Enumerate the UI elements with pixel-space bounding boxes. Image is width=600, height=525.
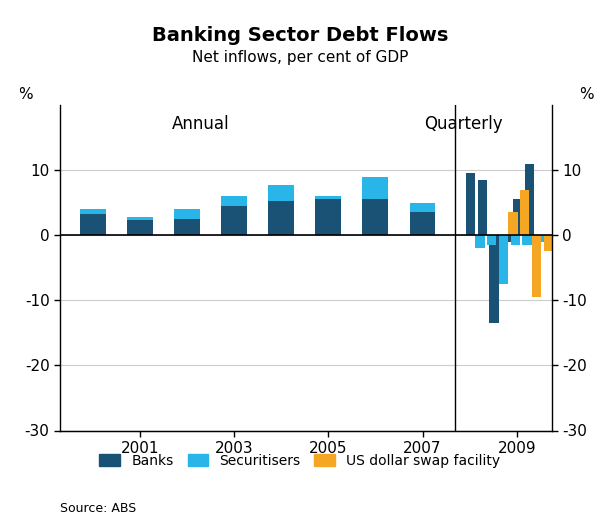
Bar [511,235,520,245]
Bar [221,206,247,235]
Bar [524,164,534,235]
Bar [475,235,485,248]
Text: Banking Sector Debt Flows: Banking Sector Debt Flows [152,26,448,45]
Bar [490,235,499,323]
Bar [127,217,153,220]
Bar [499,235,508,284]
Bar [513,200,523,235]
Bar [362,176,388,200]
Bar [221,196,247,206]
Bar [410,213,436,235]
Bar [478,180,487,235]
Text: Quarterly: Quarterly [424,115,503,133]
Bar [544,235,553,251]
Bar [532,235,541,297]
Bar [534,235,544,242]
Bar [520,190,529,235]
Bar [316,200,341,235]
Text: Net inflows, per cent of GDP: Net inflows, per cent of GDP [192,50,408,65]
Bar [268,202,294,235]
Bar [80,209,106,214]
Bar [487,235,496,245]
Bar [410,203,436,213]
Bar [80,214,106,235]
Bar [466,173,475,235]
Bar [523,235,532,245]
Text: %: % [18,87,33,102]
Bar [362,200,388,235]
Bar [316,196,341,200]
Bar [268,185,294,202]
Text: Annual: Annual [172,115,229,133]
Bar [508,213,518,235]
Bar [501,235,511,242]
Text: Source: ABS: Source: ABS [60,501,136,514]
Legend: Banks, Securitisers, US dollar swap facility: Banks, Securitisers, US dollar swap faci… [94,448,506,474]
Text: %: % [579,87,594,102]
Bar [127,220,153,235]
Bar [174,219,200,235]
Bar [174,209,200,219]
